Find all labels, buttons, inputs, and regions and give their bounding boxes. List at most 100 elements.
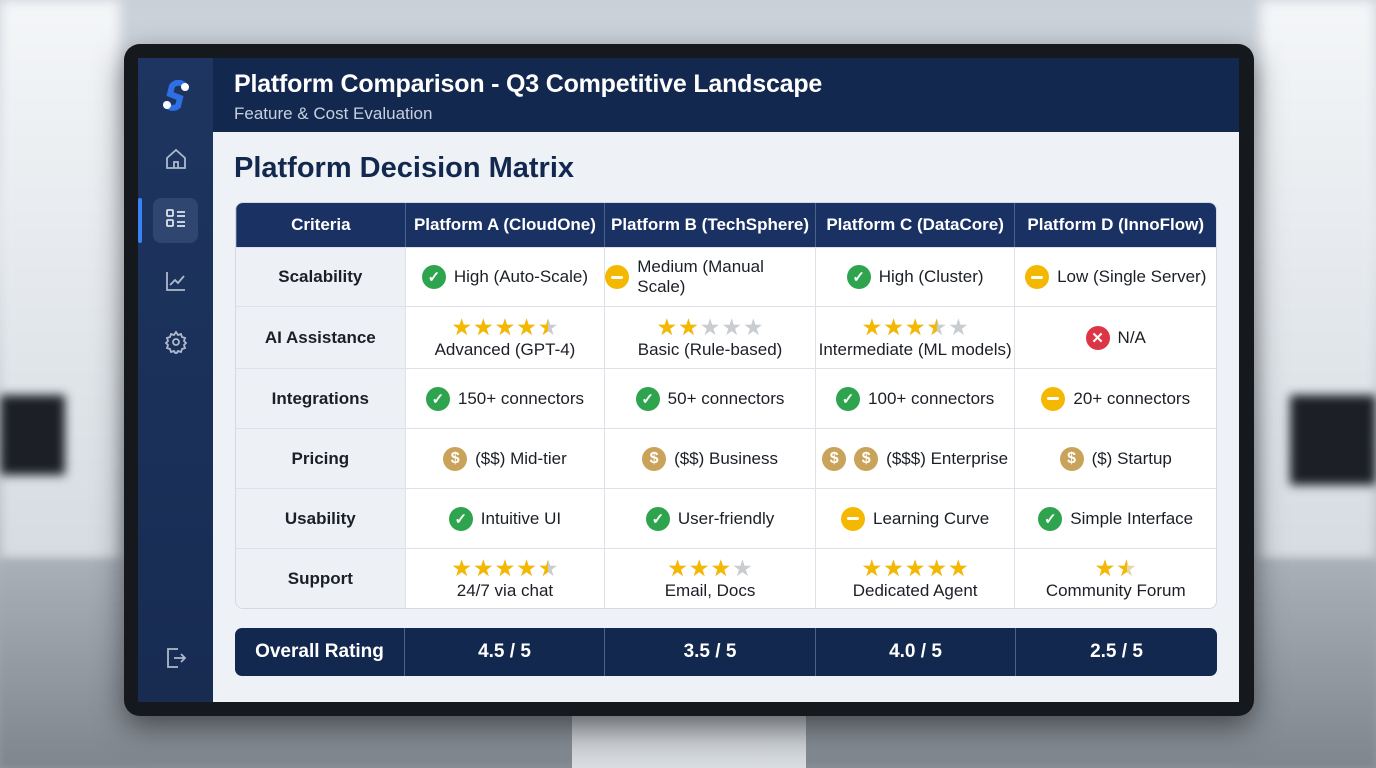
star-fill: ★ [1116, 557, 1126, 579]
criteria-cell: AI Assistance [236, 307, 405, 368]
table-cell: Learning Curve [814, 489, 1015, 548]
cell-text: 24/7 via chat [456, 580, 554, 600]
table-cell: ★★★★Community Forum [1014, 549, 1216, 608]
screen: Platform Comparison - Q3 Competitive Lan… [138, 58, 1239, 702]
home-icon [164, 147, 188, 176]
rating-cell: ★★★★★★★★★★Basic (Rule-based) [637, 313, 783, 360]
overall-rating-row: Overall Rating 4.5 / 5 3.5 / 5 4.0 / 5 2.5 /… [235, 628, 1217, 676]
table-cell: ✕ N/A [1014, 307, 1216, 368]
star-icon: ★★ [688, 554, 710, 581]
star-fill: ★ [861, 556, 883, 579]
star-rating: ★★★★★★★★ [667, 554, 753, 581]
cell-content: $ $ ($$$) Enterprise [822, 446, 1008, 471]
table-cell: Medium (Manual Scale) [604, 248, 815, 306]
table-cell: ✓ User-friendly [604, 489, 815, 548]
star-icon: ★★ [904, 313, 926, 340]
table-cell: ★★★★★★★★★★Basic (Rule-based) [604, 307, 815, 368]
minus-circle-icon [1041, 386, 1066, 411]
star-icon: ★★ [494, 554, 516, 581]
table-cell: $ ($) Startup [1014, 429, 1216, 488]
check-circle-icon: ✓ [836, 386, 861, 411]
star-fill: ★ [883, 556, 904, 579]
star-fill: ★ [883, 315, 904, 338]
star-fill: ★ [473, 315, 494, 338]
table-cell: ★★★★★★★★★★Advanced (GPT-4) [404, 307, 605, 368]
star-rating: ★★★★★★★★★★ [451, 554, 559, 581]
star-rating: ★★★★ [1094, 554, 1137, 581]
table-cell: $ ($$) Business [604, 429, 815, 488]
star-fill: ★ [451, 315, 473, 338]
star-icon: ★★ [1116, 554, 1137, 581]
table-cell: ★★★★★★★★Email, Docs [604, 549, 815, 608]
cell-content: $ ($$) Business [642, 446, 778, 471]
star-icon: ★★ [721, 313, 742, 340]
rating-cell: ★ ★ ★ ★ ★ ★ ★ ★ ★ ★ Dedicated Agent [852, 554, 978, 601]
star-fill: ★ [516, 556, 537, 579]
cell-content: $ ($) Startup [1059, 446, 1172, 471]
cell-text: High (Auto-Scale) [453, 267, 589, 286]
cell-text: ($$) Business [674, 448, 778, 468]
page-title: Platform Decision Matrix [234, 152, 575, 184]
star-fill: ★ [926, 556, 948, 579]
star-icon: ★★ [473, 313, 494, 340]
star-icon: ★★ [904, 554, 926, 581]
star-fill: ★ [948, 556, 969, 579]
table-cell: ✓ Intuitive UI [404, 489, 605, 548]
table-row: AI Assistance★★★★★★★★★★Advanced (GPT-4)★… [236, 306, 1216, 368]
criteria-cell: Support [236, 549, 405, 608]
cell-text: 100+ connectors [868, 388, 995, 408]
cell-content: ✕ N/A [1085, 325, 1146, 350]
cell-content: $ ($$) Mid-tier [443, 446, 567, 471]
sidebar-item-settings[interactable] [153, 322, 198, 367]
star-icon: ★★ [742, 313, 764, 340]
cell-text: Email, Docs [664, 580, 756, 600]
minus-circle-icon [605, 265, 630, 289]
star-icon: ★★ [1094, 554, 1116, 581]
star-icon: ★★ [732, 554, 753, 581]
star-icon: ★★ [948, 554, 969, 581]
dollar-coin-icon: $ [822, 446, 847, 471]
star-rating: ★★★★★★★★★★ [862, 313, 969, 340]
column-header: Platform C (DataCore) [814, 203, 1015, 247]
star-icon: ★★ [710, 554, 732, 581]
sidebar-item-home[interactable] [153, 139, 198, 184]
star-icon: ★★ [537, 554, 559, 581]
overall-rating-value: 4.0 / 5 [815, 628, 1015, 676]
table-cell: $ ($$) Mid-tier [404, 429, 605, 488]
star-fill: ★ [451, 556, 473, 579]
star-icon: ★★ [537, 313, 559, 340]
cell-content: ✓ High (Auto-Scale) [421, 265, 589, 289]
cell-text: Dedicated Agent [852, 580, 978, 600]
rating-cell: ★★★★★★★★★★24/7 via chat [451, 554, 559, 601]
background-monitor [0, 395, 65, 475]
star-icon: ★★ [667, 554, 688, 581]
cell-text: Medium (Manual Scale) [637, 257, 764, 296]
star-fill: ★ [516, 315, 537, 338]
table-cell: ★★★★★★★★★★24/7 via chat [404, 549, 605, 608]
star-icon: ★★ [678, 313, 699, 340]
cell-text: N/A [1117, 327, 1146, 347]
rating-cell: ★★★★★★★★★★Advanced (GPT-4) [434, 313, 576, 360]
decision-matrix-table: Criteria Platform A (CloudOne) Platform B … [235, 202, 1217, 609]
star-fill: ★ [667, 556, 688, 579]
header-title: Platform Comparison - Q3 Competitive Lan… [234, 70, 823, 98]
star-fill: ★ [678, 315, 699, 338]
star-icon: ★★ [494, 313, 516, 340]
criteria-cell: Scalability [236, 248, 405, 306]
star-fill: ★ [656, 315, 678, 338]
minus-circle-icon [1025, 265, 1050, 289]
sidebar-item-logout[interactable] [153, 638, 198, 683]
monitor: Platform Comparison - Q3 Competitive Lan… [124, 44, 1254, 716]
cell-text: Basic (Rule-based) [637, 339, 783, 359]
background-window [0, 0, 120, 560]
star-icon: ★★ [699, 313, 721, 340]
minus-circle-icon [841, 506, 865, 531]
sidebar-item-list[interactable] [153, 198, 198, 243]
sidebar-item-analytics[interactable] [153, 261, 198, 306]
star-icon: ★★ [516, 554, 537, 581]
star-fill: ★ [688, 556, 710, 579]
star-fill: ★ [904, 315, 926, 338]
chart-icon [164, 269, 188, 298]
cell-text: Advanced (GPT-4) [434, 339, 576, 359]
cell-content: ✓ Simple Interface [1038, 506, 1193, 531]
